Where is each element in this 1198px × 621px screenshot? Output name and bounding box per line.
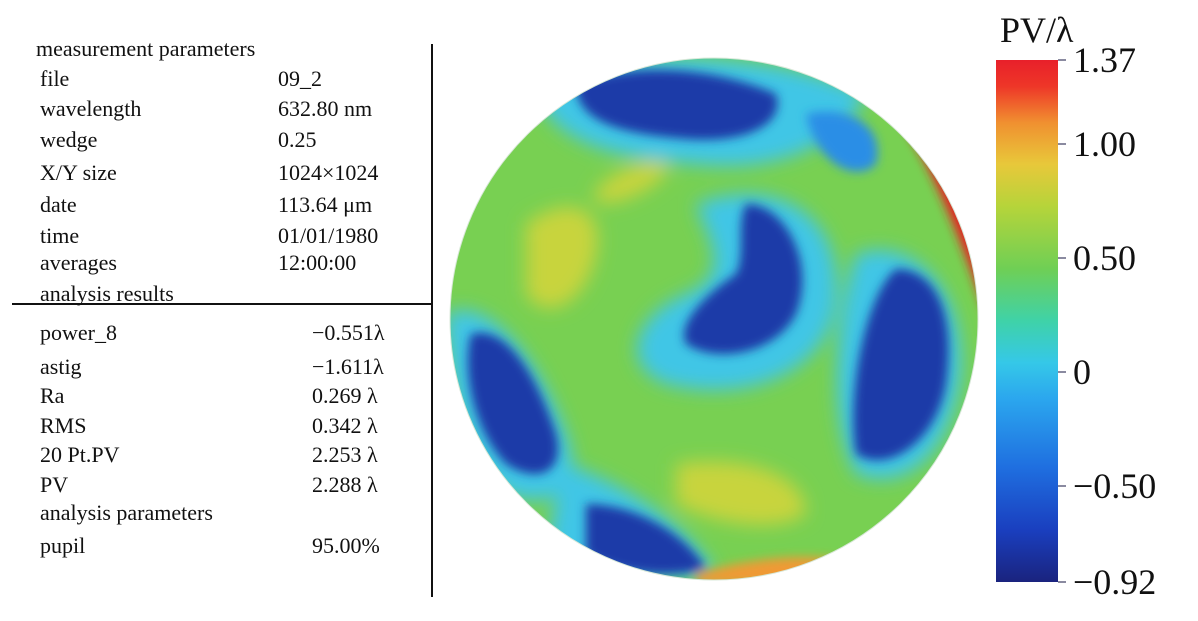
- colorbar-tick-label: 1.37: [1073, 40, 1136, 80]
- result-value: −1.611λ: [312, 354, 384, 379]
- result-value: −0.551λ: [312, 320, 385, 345]
- param-value: 95.00%: [312, 533, 380, 558]
- warm-left: [526, 207, 598, 309]
- result-key: PV: [40, 472, 69, 497]
- blue-bottom: [586, 504, 706, 574]
- param-key: date: [40, 192, 77, 217]
- param-value: 1024×1024: [278, 160, 379, 185]
- colorbar-tick: [1058, 59, 1066, 61]
- param-value: 01/01/1980: [278, 223, 379, 248]
- result-value: 0.342 λ: [312, 413, 378, 438]
- result-key: Ra: [40, 383, 65, 408]
- param-key: wavelength: [40, 96, 142, 121]
- param-key: wedge: [40, 127, 98, 152]
- result-value: 2.288 λ: [312, 472, 378, 497]
- colorbar: [996, 60, 1058, 582]
- colorbar-tick-label: −0.92: [1073, 562, 1157, 602]
- surface-map-disc: [450, 58, 978, 580]
- vertical-divider: [431, 44, 433, 597]
- colorbar-tick-label: 0: [1073, 352, 1091, 393]
- map-outline: [449, 57, 979, 581]
- surface-map: [449, 57, 979, 581]
- param-key: X/Y size: [40, 160, 117, 185]
- result-key: RMS: [40, 413, 87, 438]
- result-key: 20 Pt.PV: [40, 442, 120, 467]
- blue-center: [684, 204, 803, 354]
- param-value: 113.64 μm: [278, 192, 373, 217]
- param-value: 0.25: [278, 127, 317, 152]
- warm-upper: [594, 160, 668, 204]
- colorbar-tick: [1058, 257, 1066, 260]
- blue-top: [576, 70, 778, 140]
- param-key: pupil: [40, 533, 86, 558]
- param-value: 632.80 nm: [278, 96, 373, 121]
- result-value: 2.253 λ: [312, 442, 378, 467]
- colorbar-tick-label: 0.50: [1073, 238, 1136, 279]
- analysis-parameters-heading: analysis parameters: [40, 500, 213, 525]
- param-key: time: [40, 223, 80, 248]
- parameters-panel: measurement parameters file 09_2 wavelen…: [0, 0, 440, 621]
- result-key: power_8: [40, 320, 117, 345]
- result-key: astig: [40, 354, 82, 379]
- warm-bottom: [676, 461, 806, 525]
- param-value: 09_2: [278, 66, 322, 91]
- param-value: 12:00:00: [278, 250, 357, 275]
- horizontal-divider: [12, 303, 432, 305]
- analysis-results-heading: analysis results: [40, 281, 174, 306]
- blue-left: [467, 332, 558, 474]
- blue-right: [853, 269, 949, 461]
- colorbar-tick-label: 1.00: [1073, 124, 1136, 165]
- param-key: averages: [40, 250, 117, 275]
- param-key: file: [40, 66, 70, 91]
- colorbar-tick: [1058, 485, 1066, 488]
- colorbar-tick: [1058, 581, 1066, 583]
- result-value: 0.269 λ: [312, 383, 378, 408]
- colorbar-tick: [1058, 143, 1066, 146]
- colorbar-tick-label: −0.50: [1073, 466, 1157, 507]
- colorbar-tick: [1058, 371, 1066, 374]
- colorbar-title: PV/λ: [1000, 10, 1074, 50]
- measurement-parameters-heading: measurement parameters: [36, 36, 256, 61]
- blue-top-right: [806, 111, 878, 172]
